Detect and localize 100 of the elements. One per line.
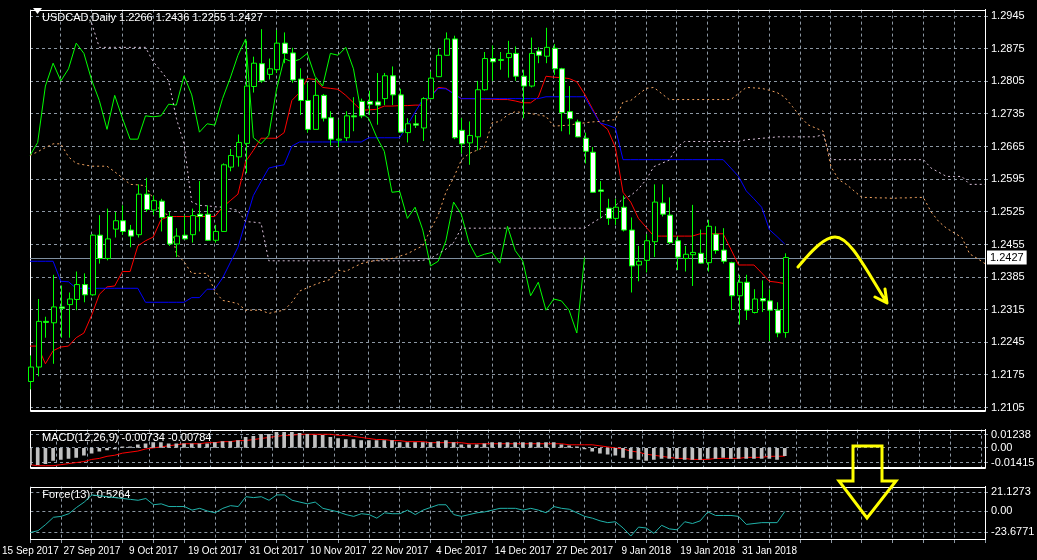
x-tick-label: 4 Dec 2017 [435, 544, 488, 556]
candlestick [259, 28, 265, 84]
bar [667, 448, 672, 459]
bar [413, 442, 417, 448]
bar [382, 440, 387, 448]
chart-title: MACD(12,26,9) -0.00734 -0.00784 [42, 431, 212, 444]
bar [459, 444, 464, 448]
y-tick-label: 1.2945 [991, 9, 1025, 22]
bar [305, 433, 310, 448]
bar [705, 448, 710, 459]
bar [698, 448, 702, 460]
candlestick [644, 233, 650, 273]
bar [166, 443, 171, 448]
bar [775, 448, 779, 460]
y-tick-label: 1.2875 [991, 41, 1025, 54]
bar [598, 448, 602, 454]
bar [205, 443, 209, 448]
bar [782, 448, 787, 456]
bar [259, 433, 263, 448]
candlestick [698, 229, 704, 265]
x-tick-label: 27 Sep 2017 [63, 544, 121, 556]
bar [336, 438, 340, 448]
candlestick [598, 180, 604, 219]
bar [474, 444, 479, 448]
bar [97, 448, 102, 452]
chart-title: Force(13) -0.5264 [42, 488, 131, 501]
bar [559, 444, 564, 448]
bar [135, 444, 140, 448]
ref-line-label: 1.2427 [990, 250, 1024, 263]
candlestick [382, 72, 388, 106]
candlestick [567, 85, 573, 135]
bar [51, 448, 55, 461]
bar [82, 448, 86, 456]
candlestick [359, 98, 365, 119]
bar [528, 442, 533, 448]
x-tick-label: 10 Nov 2017 [309, 544, 368, 556]
bar [197, 443, 202, 448]
x-tick-label: 15 Sep 2017 [2, 544, 60, 556]
bar [536, 442, 541, 448]
candlestick [436, 48, 442, 78]
bar [428, 442, 433, 448]
candlestick [752, 288, 758, 314]
bar [652, 448, 656, 460]
y-tick-label: 1.2805 [991, 74, 1025, 87]
bar [236, 440, 240, 448]
bar [544, 442, 548, 448]
x-tick-label: 31 Oct 2017 [249, 544, 305, 556]
bar [74, 448, 79, 458]
bar [497, 442, 502, 448]
candlestick [128, 224, 134, 248]
y-tick-label: -23.6771 [991, 525, 1035, 538]
bar [551, 442, 556, 448]
bar [744, 448, 749, 459]
y-tick-label: 1.2105 [991, 400, 1025, 413]
bar [151, 442, 156, 448]
candlestick [28, 354, 34, 390]
bar [613, 448, 618, 456]
candlestick [775, 301, 781, 338]
bar [644, 448, 648, 461]
chart-title: USDCAD,Daily 1.2266 1.2436 1.2255 1.2427 [42, 11, 263, 24]
y-tick-label: 1.2315 [991, 302, 1025, 315]
bar [405, 442, 410, 448]
y-tick-label: 1.2735 [991, 107, 1025, 120]
bar [282, 431, 286, 448]
bar [182, 443, 186, 448]
candlestick [51, 274, 57, 365]
bar [628, 448, 633, 459]
bar [390, 440, 394, 448]
bar [721, 448, 725, 458]
bar [752, 448, 756, 459]
bar [359, 440, 363, 448]
candlestick [59, 285, 65, 339]
candlestick [390, 65, 396, 106]
x-tick-label: 19 Oct 2017 [187, 544, 243, 556]
y-tick-label: 21.1273 [991, 485, 1031, 498]
bar [228, 441, 233, 448]
bar [490, 442, 494, 448]
bar [35, 448, 40, 466]
bar [105, 448, 109, 451]
y-tick-label: 1.2455 [991, 237, 1025, 250]
bar [436, 441, 441, 448]
bar [482, 443, 487, 448]
y-tick-label: 1.2525 [991, 204, 1025, 217]
bar [290, 431, 294, 448]
y-tick-label: 1.2595 [991, 172, 1025, 185]
candlestick [583, 132, 589, 164]
y-tick-label: -0.01415 [991, 455, 1035, 468]
bar [505, 442, 510, 448]
candlestick [236, 134, 242, 168]
bar [621, 448, 625, 458]
bar [213, 442, 217, 448]
x-tick-label: 9 Oct 2017 [129, 544, 179, 556]
bar [567, 445, 571, 448]
y-tick-label: 0.00 [991, 440, 1013, 453]
y-tick-label: 0.01238 [991, 427, 1031, 440]
candlestick [544, 27, 550, 64]
bar [343, 439, 348, 448]
x-tick-label: 31 Jan 2018 [741, 544, 798, 556]
candlestick [490, 44, 496, 82]
bar [58, 448, 63, 460]
